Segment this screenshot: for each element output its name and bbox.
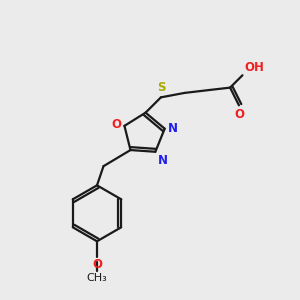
Text: N: N <box>168 122 178 135</box>
Text: CH₃: CH₃ <box>87 273 107 284</box>
Text: O: O <box>235 108 244 121</box>
Text: OH: OH <box>244 61 264 74</box>
Text: O: O <box>92 258 102 271</box>
Text: N: N <box>158 154 168 167</box>
Text: S: S <box>157 81 165 94</box>
Text: O: O <box>111 118 121 131</box>
